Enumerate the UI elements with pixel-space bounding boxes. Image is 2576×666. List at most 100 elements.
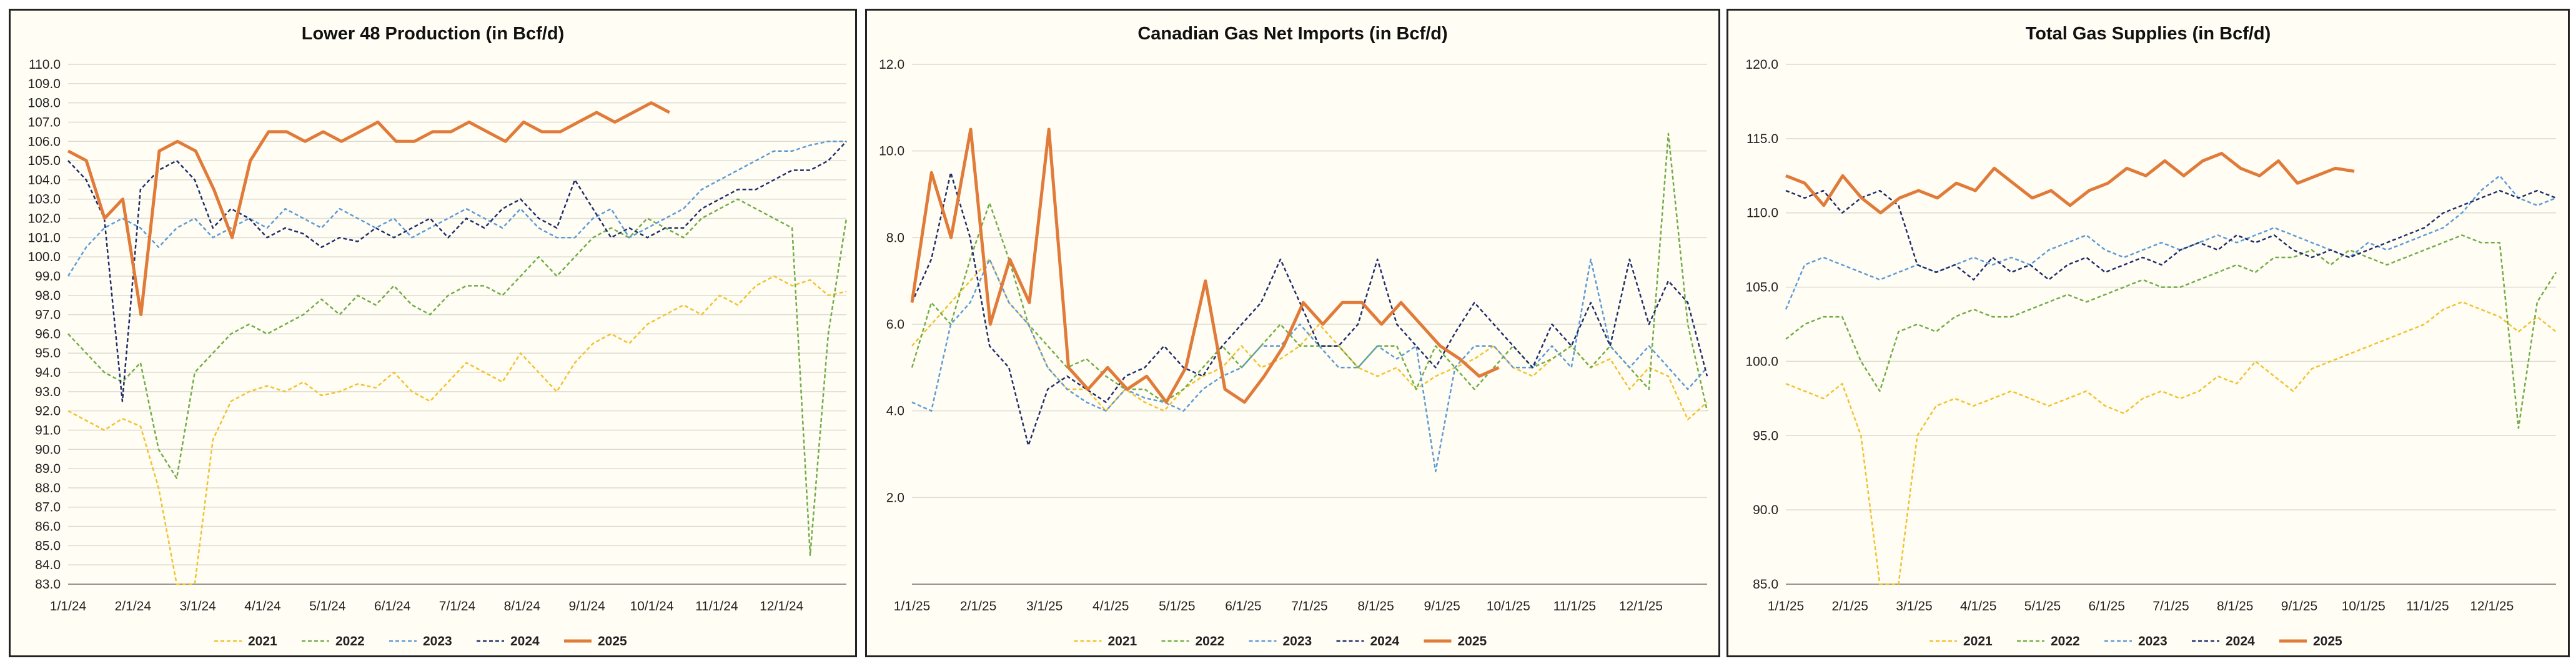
y-tick-label: 90.0 bbox=[35, 442, 61, 457]
x-tick-label: 3/1/25 bbox=[1896, 599, 1932, 614]
x-tick-label: 4/1/24 bbox=[244, 599, 281, 614]
series-line-2022 bbox=[911, 132, 1708, 411]
y-tick-label: 6.0 bbox=[886, 317, 904, 332]
x-tick-label: 5/1/25 bbox=[2024, 599, 2061, 614]
y-tick-label: 109.0 bbox=[27, 77, 61, 91]
y-tick-label: 100.0 bbox=[27, 250, 61, 264]
series-line-2022 bbox=[67, 198, 848, 557]
y-tick-label: 2.0 bbox=[886, 490, 904, 505]
y-tick-label: 105.0 bbox=[1745, 281, 1778, 295]
y-tick-label: 91.0 bbox=[35, 423, 61, 437]
x-tick-label: 4/1/25 bbox=[1092, 599, 1129, 614]
y-tick-label: 83.0 bbox=[35, 577, 61, 592]
y-tick-label: 90.0 bbox=[1753, 503, 1778, 517]
x-tick-label: 1/1/24 bbox=[50, 599, 87, 614]
legend-label-2023: 2023 bbox=[423, 634, 452, 649]
x-tick-label: 3/1/25 bbox=[1026, 599, 1063, 614]
y-tick-label: 96.0 bbox=[35, 327, 61, 341]
x-tick-label: 2/1/24 bbox=[115, 599, 152, 614]
y-tick-label: 106.0 bbox=[27, 134, 61, 149]
x-tick-label: 2/1/25 bbox=[1832, 599, 1868, 614]
legend-label-2025: 2025 bbox=[2313, 634, 2342, 649]
x-tick-label: 7/1/24 bbox=[439, 599, 476, 614]
y-tick-label: 101.0 bbox=[27, 231, 61, 245]
legend-label-2021: 2021 bbox=[248, 634, 277, 649]
legend-label-2023: 2023 bbox=[2138, 634, 2167, 649]
x-tick-label: 11/1/24 bbox=[695, 599, 738, 614]
y-tick-label: 92.0 bbox=[35, 404, 61, 419]
y-tick-label: 8.0 bbox=[886, 231, 904, 245]
series-line-2021 bbox=[1785, 301, 2557, 585]
x-tick-label: 12/1/25 bbox=[2470, 599, 2514, 614]
chart-panel-canadian-imports: Canadian Gas Net Imports (in Bcf/d) 2.0 4.… bbox=[865, 9, 1720, 657]
y-tick-label: 4.0 bbox=[886, 404, 904, 419]
x-tick-label: 4/1/25 bbox=[1960, 599, 1996, 614]
y-tick-label: 87.0 bbox=[35, 500, 61, 515]
chart-title: Canadian Gas Net Imports (in Bcf/d) bbox=[1137, 24, 1447, 44]
chart-title: Total Gas Supplies (in Bcf/d) bbox=[2026, 24, 2271, 44]
x-tick-label: 11/1/25 bbox=[2406, 599, 2449, 614]
y-tick-label: 102.0 bbox=[27, 212, 61, 226]
x-tick-label: 6/1/24 bbox=[374, 599, 411, 614]
y-tick-label: 93.0 bbox=[35, 385, 61, 399]
y-tick-label: 89.0 bbox=[35, 462, 61, 476]
x-tick-label: 5/1/25 bbox=[1159, 599, 1195, 614]
x-tick-label: 1/1/25 bbox=[1768, 599, 1804, 614]
x-tick-label: 9/1/25 bbox=[2281, 599, 2317, 614]
x-tick-label: 7/1/25 bbox=[1291, 599, 1327, 614]
series-line-2023 bbox=[911, 258, 1708, 472]
y-tick-label: 85.0 bbox=[35, 539, 61, 553]
legend-label-2022: 2022 bbox=[335, 634, 365, 649]
y-tick-label: 110.0 bbox=[1746, 206, 1778, 221]
chart-svg: Lower 48 Production (in Bcf/d) 83.0 84.0 85… bbox=[27, 24, 848, 649]
y-tick-label: 104.0 bbox=[27, 173, 61, 187]
y-tick-label: 103.0 bbox=[27, 192, 61, 207]
y-tick-label: 10.0 bbox=[879, 144, 904, 159]
y-tick-label: 95.0 bbox=[35, 346, 61, 360]
legend-label-2023: 2023 bbox=[1283, 634, 1312, 649]
y-tick-label: 99.0 bbox=[35, 269, 61, 284]
y-tick-label: 120.0 bbox=[1745, 57, 1778, 72]
legend-label-2025: 2025 bbox=[1458, 634, 1487, 649]
y-tick-label: 110.0 bbox=[29, 57, 61, 72]
x-tick-label: 5/1/24 bbox=[309, 599, 346, 614]
legend-label-2024: 2024 bbox=[510, 634, 540, 649]
y-tick-label: 115.0 bbox=[1746, 132, 1778, 146]
legend-label-2025: 2025 bbox=[598, 634, 627, 649]
x-tick-label: 12/1/25 bbox=[1619, 599, 1663, 614]
legend-label-2024: 2024 bbox=[1370, 634, 1400, 649]
x-tick-label: 7/1/25 bbox=[2152, 599, 2189, 614]
x-tick-label: 8/1/24 bbox=[504, 599, 541, 614]
x-tick-label: 10/1/24 bbox=[630, 599, 673, 614]
series-line-2025 bbox=[1785, 152, 2355, 215]
x-tick-label: 12/1/24 bbox=[760, 599, 803, 614]
series-line-2025 bbox=[67, 101, 670, 317]
y-tick-label: 84.0 bbox=[35, 558, 61, 572]
chart-panel-lower48: Lower 48 Production (in Bcf/d) 83.0 84.0 85… bbox=[9, 9, 857, 657]
y-tick-label: 100.0 bbox=[1745, 354, 1778, 369]
y-tick-label: 86.0 bbox=[35, 520, 61, 534]
x-tick-label: 10/1/25 bbox=[2342, 599, 2385, 614]
x-tick-label: 9/1/24 bbox=[568, 599, 605, 614]
legend-label-2024: 2024 bbox=[2226, 634, 2255, 649]
y-tick-label: 85.0 bbox=[1753, 577, 1778, 592]
legend-label-2021: 2021 bbox=[1963, 634, 1993, 649]
series-line-2025 bbox=[910, 127, 1500, 404]
series-line-2021 bbox=[67, 275, 847, 585]
y-tick-label: 108.0 bbox=[27, 96, 61, 111]
series-line-2022 bbox=[1785, 234, 2557, 429]
x-tick-label: 8/1/25 bbox=[2217, 599, 2253, 614]
y-tick-label: 94.0 bbox=[35, 365, 61, 380]
series-line-2024 bbox=[67, 141, 847, 402]
x-tick-label: 11/1/25 bbox=[1553, 599, 1597, 614]
series-line-2024 bbox=[911, 172, 1708, 447]
series-line-2024 bbox=[1785, 189, 2557, 281]
y-tick-label: 12.0 bbox=[879, 57, 904, 72]
chart-title: Lower 48 Production (in Bcf/d) bbox=[302, 24, 565, 44]
x-tick-label: 3/1/24 bbox=[179, 599, 216, 614]
chart-svg: Canadian Gas Net Imports (in Bcf/d) 2.0 4.… bbox=[879, 24, 1708, 649]
x-tick-label: 8/1/25 bbox=[1357, 599, 1394, 614]
chart-svg: Total Gas Supplies (in Bcf/d) 85.0 90.0 95.… bbox=[1745, 24, 2557, 649]
y-tick-label: 98.0 bbox=[35, 289, 61, 303]
legend-label-2022: 2022 bbox=[1196, 634, 1225, 649]
